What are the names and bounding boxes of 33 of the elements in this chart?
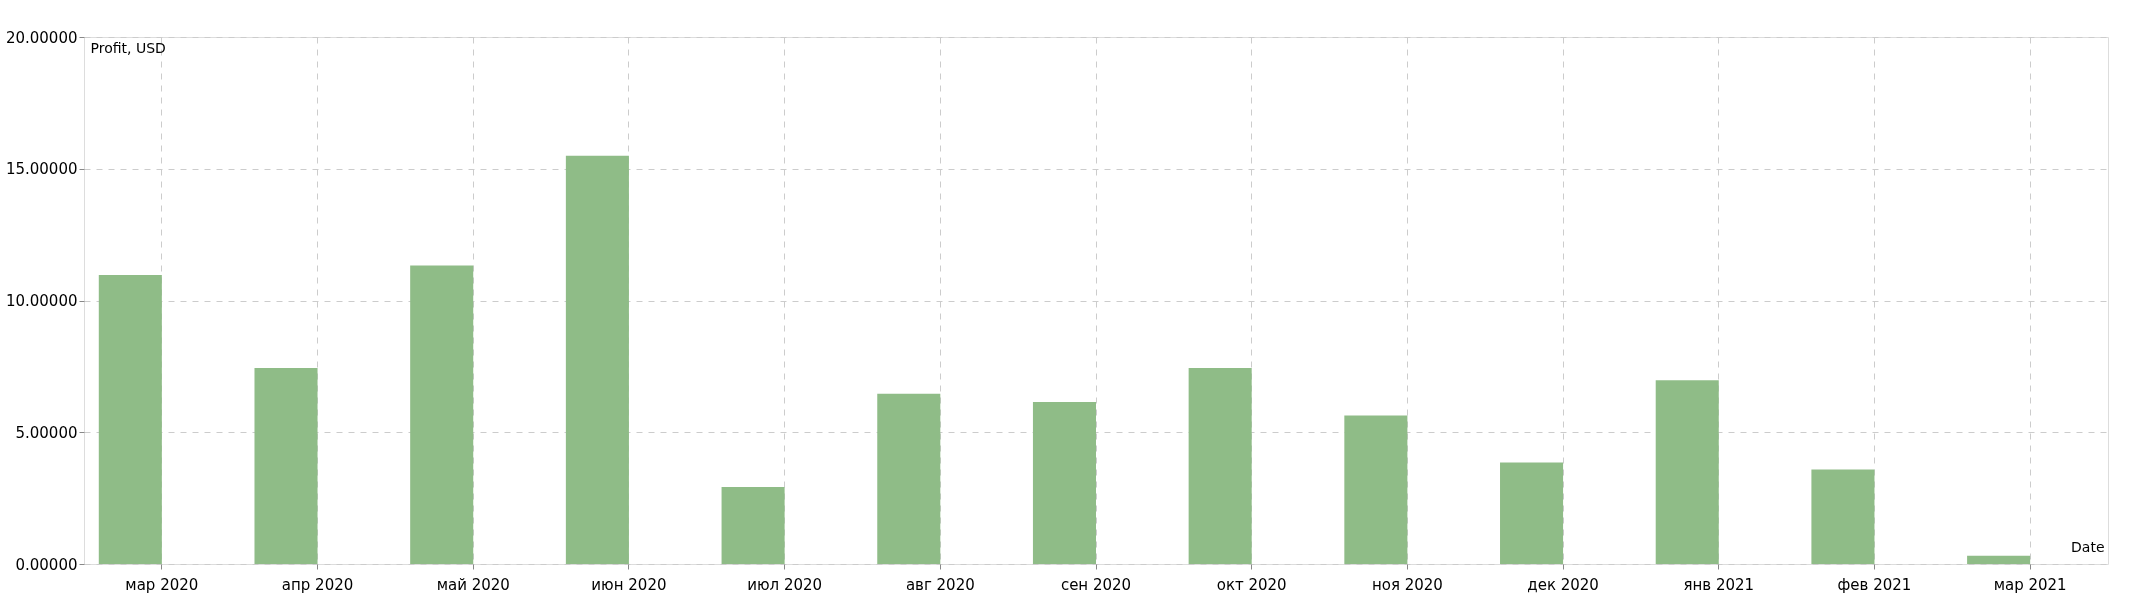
bar — [1188, 367, 1252, 564]
bar — [1344, 415, 1408, 564]
x-tick-label: дек 2020 — [1527, 575, 1599, 594]
x-tick-label: апр 2020 — [281, 575, 354, 594]
y-tick-label: 5.00000 — [15, 423, 78, 442]
y-tick-label: 10.00000 — [5, 292, 78, 310]
bar — [1500, 462, 1564, 564]
x-tick-label: мар 2020 — [125, 575, 199, 594]
y-axis-title: Profit, USD — [90, 39, 166, 56]
x-tick-label: янв 2021 — [1683, 575, 1755, 594]
bar — [98, 274, 162, 564]
x-axis-title: Date — [2071, 538, 2105, 555]
y-tick-label: 20.00000 — [5, 28, 78, 47]
x-tick-label: ноя 2020 — [1371, 575, 1443, 594]
x-tick-label: июн 2020 — [591, 575, 667, 594]
x-tick-label: окт 2020 — [1216, 575, 1287, 594]
x-tick-label: июл 2020 — [747, 575, 823, 594]
bar — [410, 265, 474, 564]
x-tick-label: сен 2020 — [1060, 575, 1132, 594]
x-tick-label: мар 2021 — [1993, 575, 2067, 594]
bar — [1655, 380, 1719, 564]
bar — [877, 393, 941, 564]
bar — [1811, 469, 1875, 564]
x-tick-label: авг 2020 — [905, 575, 975, 594]
bar — [254, 367, 318, 564]
y-tick-label: 0.00000 — [15, 555, 78, 574]
bar — [565, 155, 629, 564]
y-tick-label: 15.00000 — [5, 160, 78, 179]
bar — [1967, 555, 2031, 564]
bar — [1032, 401, 1096, 564]
x-tick-label: май 2020 — [436, 575, 510, 594]
x-tick-label: фев 2021 — [1837, 575, 1912, 594]
bar — [721, 487, 785, 564]
